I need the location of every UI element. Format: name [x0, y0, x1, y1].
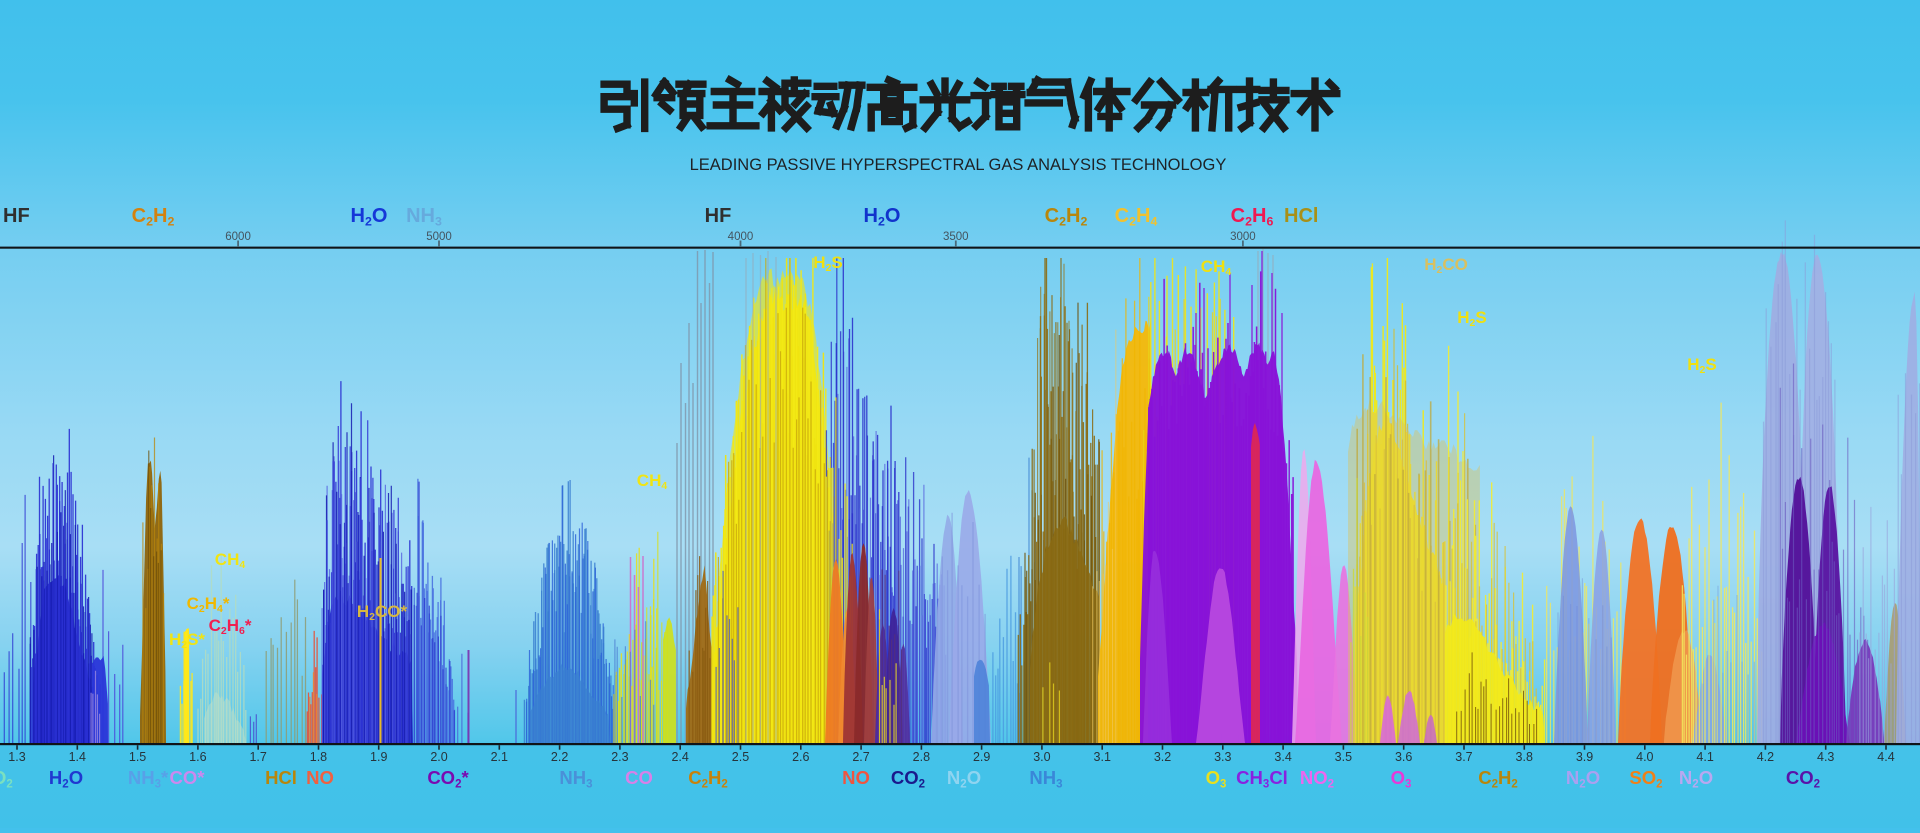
svg-text:NH3*: NH3* [128, 767, 169, 790]
svg-text:1.8: 1.8 [310, 750, 327, 764]
svg-text:HCl: HCl [265, 767, 297, 788]
svg-text:1.3: 1.3 [8, 750, 25, 764]
svg-text:CH4: CH4 [215, 550, 246, 571]
svg-text:2.0: 2.0 [430, 750, 447, 764]
svg-text:C2H6: C2H6 [1231, 205, 1274, 229]
svg-text:SO2: SO2 [1629, 767, 1662, 790]
svg-text:2.5: 2.5 [732, 750, 749, 764]
svg-text:2.7: 2.7 [852, 750, 869, 764]
svg-text:NO2: NO2 [1300, 767, 1334, 790]
svg-text:1.7: 1.7 [249, 750, 266, 764]
svg-text:H2S: H2S [1457, 308, 1486, 329]
svg-text:1.9: 1.9 [370, 750, 387, 764]
svg-text:1.6: 1.6 [189, 750, 206, 764]
svg-text:4.0: 4.0 [1636, 750, 1653, 764]
svg-text:C2H6*: C2H6* [209, 616, 252, 637]
svg-text:1.5: 1.5 [129, 750, 146, 764]
svg-text:3.4: 3.4 [1274, 750, 1291, 764]
svg-text:3.2: 3.2 [1154, 750, 1171, 764]
svg-text:CO2: CO2 [891, 767, 925, 790]
svg-text:2.1: 2.1 [491, 750, 508, 764]
svg-text:O3: O3 [1206, 767, 1227, 790]
svg-text:CO2: CO2 [1786, 767, 1820, 790]
svg-text:NO: NO [842, 767, 870, 788]
svg-text:3.6: 3.6 [1395, 750, 1412, 764]
svg-text:N2O: N2O [1679, 767, 1713, 790]
svg-text:NH3: NH3 [559, 767, 592, 790]
svg-text:O3: O3 [1391, 767, 1412, 790]
svg-text:3500: 3500 [943, 231, 969, 243]
svg-text:CO*: CO* [170, 767, 206, 788]
svg-text:H2S: H2S [813, 253, 842, 274]
svg-text:3.5: 3.5 [1335, 750, 1352, 764]
svg-text:3000: 3000 [1230, 231, 1256, 243]
svg-text:5000: 5000 [426, 231, 452, 243]
svg-text:4.3: 4.3 [1817, 750, 1834, 764]
svg-text:CH4: CH4 [637, 471, 668, 492]
svg-text:CO: CO [625, 767, 653, 788]
svg-text:4.1: 4.1 [1696, 750, 1713, 764]
svg-text:H2CO*: H2CO* [357, 602, 408, 623]
svg-text:C2H2: C2H2 [1045, 205, 1088, 229]
svg-text:H2CO: H2CO [1424, 255, 1468, 276]
svg-text:3.3: 3.3 [1214, 750, 1231, 764]
svg-text:O2: O2 [0, 767, 13, 790]
svg-text:H2O: H2O [49, 767, 83, 790]
svg-text:4000: 4000 [728, 231, 754, 243]
svg-text:HF: HF [705, 205, 732, 227]
svg-text:C2H4: C2H4 [1115, 205, 1158, 229]
svg-text:C2H2: C2H2 [132, 205, 175, 229]
svg-text:2.2: 2.2 [551, 750, 568, 764]
svg-text:N2O: N2O [1566, 767, 1600, 790]
svg-text:3.1: 3.1 [1094, 750, 1111, 764]
svg-text:H2S*: H2S* [169, 630, 205, 651]
svg-text:6000: 6000 [225, 231, 251, 243]
svg-text:4.2: 4.2 [1757, 750, 1774, 764]
svg-text:2.6: 2.6 [792, 750, 809, 764]
svg-text:2.8: 2.8 [913, 750, 930, 764]
svg-text:N2O: N2O [947, 767, 981, 790]
svg-text:2.3: 2.3 [611, 750, 628, 764]
svg-text:4.4: 4.4 [1877, 750, 1894, 764]
svg-text:H2S: H2S [1687, 355, 1716, 376]
svg-text:H2O: H2O [351, 205, 388, 229]
svg-text:3.8: 3.8 [1516, 750, 1533, 764]
svg-text:2.4: 2.4 [671, 750, 688, 764]
svg-text:HF: HF [3, 205, 30, 227]
svg-text:NH3: NH3 [1029, 767, 1062, 790]
svg-text:3.0: 3.0 [1033, 750, 1050, 764]
svg-text:C2H4*: C2H4* [187, 594, 230, 615]
svg-text:2.9: 2.9 [973, 750, 990, 764]
svg-text:C2H2: C2H2 [1478, 767, 1518, 790]
svg-text:NO: NO [306, 767, 334, 788]
svg-text:CO2*: CO2* [427, 767, 469, 790]
svg-text:NH3: NH3 [406, 205, 442, 229]
svg-text:1.4: 1.4 [69, 750, 86, 764]
svg-text:HCl: HCl [1284, 205, 1318, 227]
svg-text:3.7: 3.7 [1455, 750, 1472, 764]
svg-text:CH3Cl: CH3Cl [1236, 767, 1288, 790]
svg-text:3.9: 3.9 [1576, 750, 1593, 764]
svg-text:H2O: H2O [864, 205, 901, 229]
svg-text:LEADING PASSIVE HYPERSPECTRAL: LEADING PASSIVE HYPERSPECTRAL GAS ANALYS… [690, 156, 1227, 174]
svg-text:CH4: CH4 [1201, 257, 1232, 278]
svg-text:C2H2: C2H2 [688, 767, 728, 790]
